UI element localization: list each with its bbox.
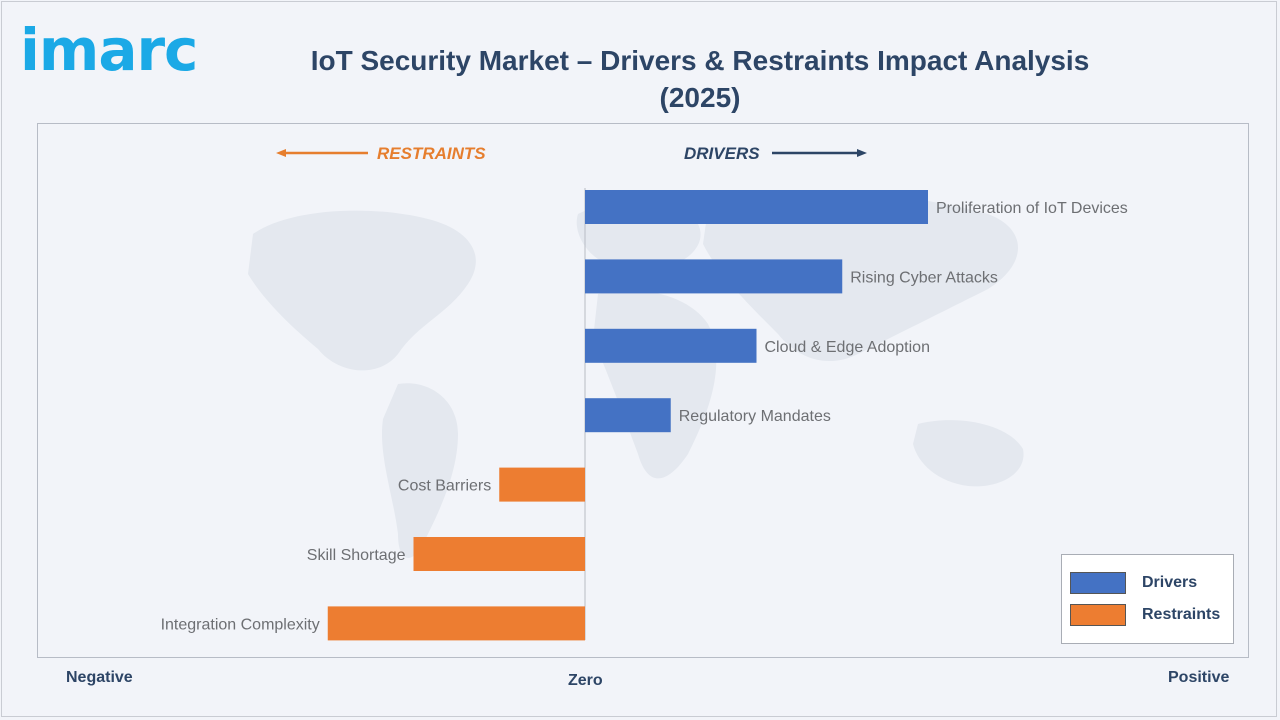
legend-label-restraints: Restraints (1142, 606, 1221, 623)
negative-axis-label: Negative (66, 669, 133, 686)
category-label-1: Proliferation of IoT Devices (936, 200, 1128, 217)
bar-drivers-4 (585, 398, 671, 433)
legend-swatch-restraints (1070, 604, 1126, 626)
category-label-4: Regulatory Mandates (679, 408, 831, 425)
category-label-6: Skill Shortage (307, 547, 406, 564)
drivers-direction-label: DRIVERS (684, 144, 760, 163)
zero-axis-label: Zero (568, 672, 603, 689)
bar-drivers-2 (585, 259, 843, 294)
bar-restraints-6 (413, 537, 585, 571)
bar-restraints-7 (327, 606, 585, 641)
restraints-arrow (276, 149, 368, 157)
positive-axis-label: Positive (1168, 669, 1230, 686)
bar-drivers-1 (585, 190, 928, 224)
restraints-direction-label: RESTRAINTS (377, 144, 486, 163)
category-label-2: Rising Cyber Attacks (850, 269, 998, 286)
legend-label-drivers: Drivers (1142, 574, 1198, 591)
chart-title: IoT Security Market – Drivers & Restrain… (310, 45, 1090, 113)
legend-swatch-drivers (1070, 572, 1126, 594)
category-label-5: Cost Barriers (398, 478, 491, 495)
legend-item-restraints: Restraints (1070, 604, 1220, 626)
category-label-7: Integration Complexity (161, 616, 320, 633)
logo-text: imarc (20, 16, 198, 84)
drivers-arrow (772, 149, 867, 157)
category-label-3: Cloud & Edge Adoption (765, 339, 930, 356)
legend-item-drivers: Drivers (1070, 572, 1197, 594)
bar-restraints-5 (499, 467, 585, 502)
imarc-logo: imarc (20, 20, 198, 80)
chart-legend: Drivers Restraints (1061, 554, 1234, 644)
bar-drivers-3 (585, 328, 757, 363)
direction-arrows (276, 149, 867, 157)
